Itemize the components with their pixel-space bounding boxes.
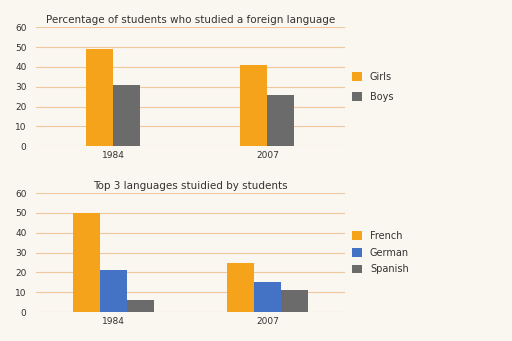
Bar [100,270,127,312]
Bar [241,65,267,146]
Bar [87,49,113,146]
Bar [281,290,308,312]
Bar [254,282,281,312]
Bar [127,300,154,312]
Bar [113,85,140,146]
Bar [73,213,100,312]
Title: Top 3 languages stuidied by students: Top 3 languages stuidied by students [93,181,288,191]
Title: Percentage of students who studied a foreign language: Percentage of students who studied a for… [46,15,335,25]
Bar [227,263,254,312]
Bar [267,95,294,146]
Legend: French, German, Spanish: French, German, Spanish [352,231,409,275]
Legend: Girls, Boys: Girls, Boys [352,72,393,102]
